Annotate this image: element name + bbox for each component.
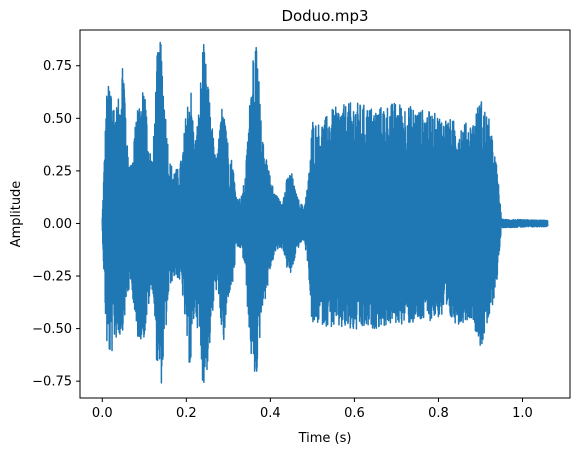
y-tick-label: 0.75 bbox=[43, 59, 72, 74]
y-tick-label: 0.00 bbox=[43, 217, 72, 232]
x-tick-label: 0.6 bbox=[344, 406, 365, 421]
x-axis-label: Time (s) bbox=[298, 431, 352, 446]
x-tick-label: 0.2 bbox=[176, 406, 197, 421]
x-tick-label: 1.0 bbox=[512, 406, 533, 421]
x-tick-label: 0.8 bbox=[428, 406, 449, 421]
y-tick-label: 0.50 bbox=[43, 112, 72, 127]
chart-title: Doduo.mp3 bbox=[281, 7, 368, 25]
waveform-series-line bbox=[101, 41, 549, 384]
x-axis: 0.0 0.2 0.4 0.6 0.8 1.0 bbox=[92, 398, 533, 421]
y-tick-label: −0.25 bbox=[32, 270, 72, 285]
x-tick-label: 0.4 bbox=[260, 406, 281, 421]
plot-area bbox=[101, 41, 549, 384]
y-tick-label: 0.25 bbox=[43, 164, 72, 179]
y-tick-label: −0.75 bbox=[32, 375, 72, 390]
y-axis-label: Amplitude bbox=[9, 181, 24, 248]
y-axis: −0.75 −0.50 −0.25 0.00 0.25 0.50 0.75 bbox=[32, 59, 80, 390]
x-tick-label: 0.0 bbox=[92, 406, 113, 421]
axes-frame bbox=[79, 29, 571, 399]
y-tick-label: −0.50 bbox=[32, 322, 72, 337]
